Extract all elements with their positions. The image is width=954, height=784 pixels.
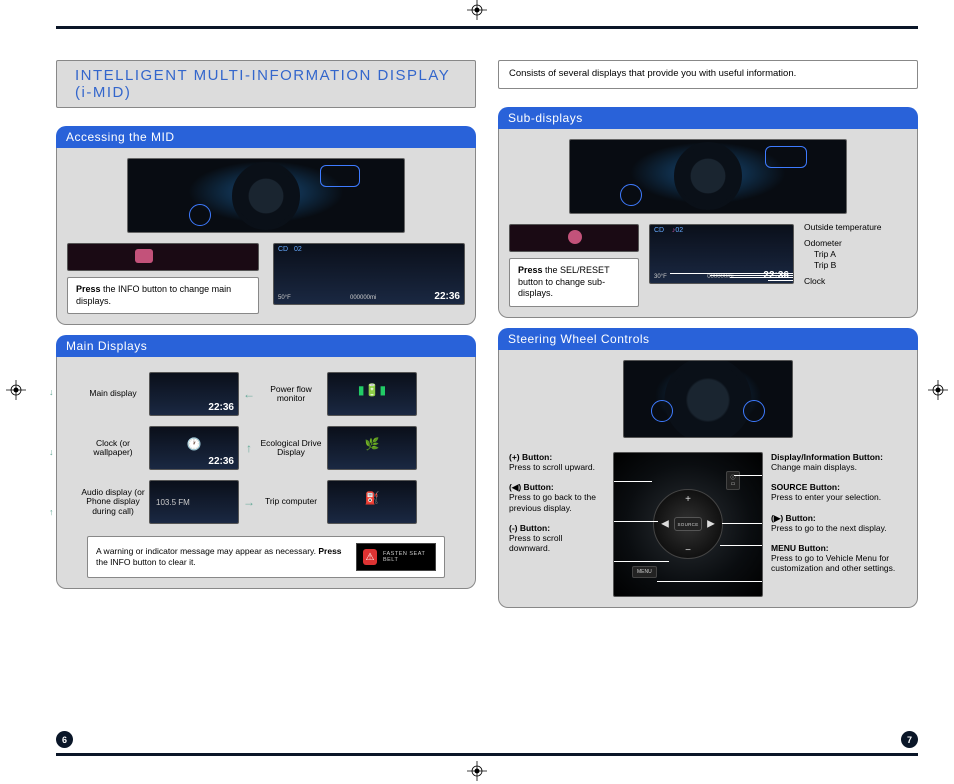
panel-header-accessing: Accessing the MID	[56, 126, 476, 148]
intro-text-box: Consists of several displays that provid…	[498, 60, 918, 89]
panel-header-main: Main Displays	[56, 335, 476, 357]
sub-label-stack: Outside temperature Odometer Trip A Trip…	[804, 222, 894, 287]
seatbelt-icon: ⚠	[363, 549, 377, 565]
dpad: + − ◀ ▶ SOURCE	[653, 489, 723, 559]
thumb-power-flow: ▮🔋▮	[327, 372, 417, 416]
panel-steering: Steering Wheel Controls (+) Button:Press…	[498, 328, 918, 608]
dashboard-photo	[127, 158, 405, 233]
warn-bold: Press	[318, 546, 341, 556]
left-column: INTELLIGENT MULTI-INFORMATION DISPLAY (i…	[56, 60, 476, 726]
label-clock: Clock (or wallpaper)	[81, 439, 145, 459]
ctrl-left: (◀) Button:Press to go back to the previ…	[509, 482, 605, 513]
page-number-left: 6	[56, 731, 73, 748]
thumb-main-display: 22:36	[149, 372, 239, 416]
dpad-right-icon: ▶	[706, 519, 716, 530]
steering-wheel-photo	[623, 360, 793, 438]
ctrl-display: Display/Information Button:Change main d…	[771, 452, 897, 472]
label-audio: Audio display (or Phone display during c…	[81, 488, 145, 517]
panel-main-displays: Main Displays ↓ ↓ ↑ Main display 22:36 ←…	[56, 335, 476, 589]
label-trip: Trip computer	[259, 497, 323, 507]
warn-before: A warning or indicator message may appea…	[96, 546, 318, 556]
top-rule	[56, 26, 918, 29]
registration-mark-icon	[467, 0, 487, 20]
label-eco: Ecological Drive Display	[259, 439, 323, 459]
thumb-audio: 103.5 FM	[149, 480, 239, 524]
left-controls: (+) Button:Press to scroll upward. (◀) B…	[509, 452, 605, 554]
thumb-clock: 🕐22:36	[149, 426, 239, 470]
wheel-closeup: ⓘ ▭ + − ◀ ▶ SOURCE MENU	[613, 452, 763, 597]
dpad-plus-icon: +	[683, 494, 693, 505]
panel-body-main: ↓ ↓ ↑ Main display 22:36 ← Power flow mo…	[56, 357, 476, 589]
menu-button-icon: MENU	[632, 566, 657, 578]
ctrl-minus: (-) Button:Press to scroll downward.	[509, 523, 605, 554]
panel-body-steering: (+) Button:Press to scroll upward. (◀) B…	[498, 350, 918, 608]
lbl-odo: Odometer	[804, 238, 894, 249]
thumb-eco: 🌿	[327, 426, 417, 470]
lbl-tripa: Trip A	[804, 249, 894, 260]
registration-mark-icon	[6, 380, 26, 400]
label-power-flow: Power flow monitor	[259, 385, 323, 405]
ctrl-right: (▶) Button:Press to go to the next displ…	[771, 513, 897, 533]
sel-reset-closeup	[509, 224, 639, 252]
page-content: INTELLIGENT MULTI-INFORMATION DISPLAY (i…	[56, 60, 918, 726]
warn-after: the INFO button to clear it.	[96, 557, 196, 567]
info-button-closeup	[67, 243, 259, 271]
registration-mark-icon	[467, 761, 487, 781]
intro-row: Consists of several displays that provid…	[498, 60, 918, 89]
panel-header-sub: Sub-displays	[498, 107, 918, 129]
main-title: INTELLIGENT MULTI-INFORMATION DISPLAY (i…	[75, 67, 457, 101]
lbl-clock: Clock	[804, 276, 894, 287]
right-column: Consists of several displays that provid…	[498, 60, 918, 726]
ctrl-plus: (+) Button:Press to scroll upward.	[509, 452, 605, 472]
ctrl-source: SOURCE Button:Press to enter your select…	[771, 482, 897, 502]
registration-mark-icon	[928, 380, 948, 400]
bottom-rule	[56, 753, 918, 756]
seatbelt-text: FASTEN SEAT BELT	[383, 551, 435, 563]
sub-display-screen: CD ♪02 30°F 000000mi 22:36	[649, 224, 794, 284]
main-title-box: INTELLIGENT MULTI-INFORMATION DISPLAY (i…	[56, 60, 476, 108]
title-row: INTELLIGENT MULTI-INFORMATION DISPLAY (i…	[56, 60, 476, 108]
label-main-display: Main display	[81, 389, 145, 399]
bold: Press	[518, 265, 543, 275]
ctrl-menu: MENU Button:Press to go to Vehicle Menu …	[771, 543, 897, 574]
warning-box: A warning or indicator message may appea…	[87, 536, 445, 578]
page-number-right: 7	[901, 731, 918, 748]
caption-accessing: Press the INFO button to change main dis…	[67, 277, 259, 314]
panel-body-sub: Press the SEL/RESET button to change sub…	[498, 129, 918, 318]
lbl-tripb: Trip B	[804, 260, 894, 271]
seatbelt-warning-image: ⚠ FASTEN SEAT BELT	[356, 543, 436, 571]
lbl-outside: Outside temperature	[804, 222, 894, 233]
info-button-icon: ⓘ ▭	[726, 471, 740, 490]
dpad-source-button: SOURCE	[674, 517, 702, 531]
bold: Press	[76, 284, 101, 294]
dpad-minus-icon: −	[683, 545, 693, 556]
panel-header-steering: Steering Wheel Controls	[498, 328, 918, 350]
caption-sub: Press the SEL/RESET button to change sub…	[509, 258, 639, 307]
intro-text: Consists of several displays that provid…	[509, 68, 796, 81]
dpad-left-icon: ◀	[660, 519, 670, 530]
screen-thumb-accessing: CD 02 50°F 000000mi 22:36	[273, 243, 465, 305]
thumb-trip: ⛽	[327, 480, 417, 524]
panel-accessing: Accessing the MID Press the INFO button	[56, 126, 476, 325]
right-controls: Display/Information Button:Change main d…	[771, 452, 897, 574]
dashboard-photo-sub	[569, 139, 847, 214]
panel-body-accessing: Press the INFO button to change main dis…	[56, 148, 476, 325]
panel-sub-displays: Sub-displays Press the SEL/RESET button	[498, 107, 918, 318]
